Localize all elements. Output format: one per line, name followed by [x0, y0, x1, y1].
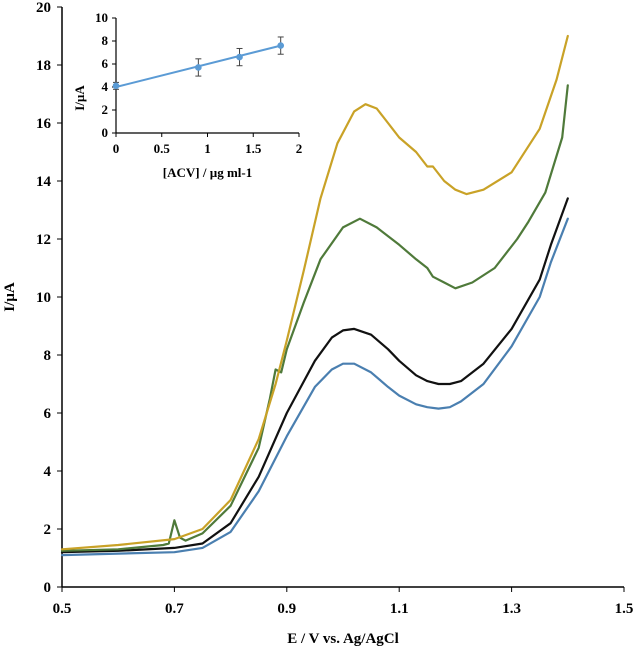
y-tick-label: 18 [36, 58, 51, 74]
inset-data-point [195, 64, 202, 71]
y-tick-label: 2 [44, 522, 52, 538]
y-tick-label: 6 [44, 406, 52, 422]
x-tick-label: 1.5 [615, 601, 634, 617]
series-line-4 [60, 34, 569, 551]
x-tick-label: 0.9 [277, 601, 296, 617]
inset-y-tick-label: 4 [102, 79, 109, 94]
x-tick-label: 1.1 [390, 601, 409, 617]
x-tick-label: 1.3 [502, 601, 521, 617]
x-axis-label: E / V vs. Ag/AgCl [287, 631, 399, 647]
y-tick-label: 8 [44, 348, 52, 364]
y-tick-label: 14 [36, 174, 52, 190]
inset-y-tick-label: 2 [102, 102, 109, 117]
inset-data-point [112, 82, 120, 90]
inset-x-axis-label: [ACV] / µg ml-1 [163, 165, 252, 180]
inset-data-point [236, 53, 243, 61]
inset-x-tick-label: 1.5 [245, 141, 262, 156]
inset-data-point [277, 42, 285, 49]
inset-x-tick-label: 1 [204, 141, 211, 156]
inset-y-tick-label: 6 [102, 56, 109, 71]
series-line-3 [60, 84, 569, 552]
inset-y-tick-label: 8 [102, 33, 109, 48]
y-tick-label: 16 [36, 116, 52, 132]
x-tick-label: 0.5 [53, 601, 72, 617]
inset-x-tick-label: 2 [296, 141, 303, 156]
inset-y-tick-label: 0 [102, 125, 109, 140]
x-tick-label: 0.7 [165, 601, 184, 617]
inset-y-axis-label: I/µA [72, 85, 87, 111]
y-tick-label: 0 [44, 580, 52, 596]
y-tick-label: 4 [44, 464, 52, 480]
y-axis-label: I/µA [2, 282, 18, 312]
inset-plot: 0 2 4 6 8 10 0 0.5 1 1.5 2 [ACV] / µg ml-1 I/µA [72, 2, 312, 197]
inset-x-tick-label: 0 [113, 141, 120, 156]
inset-y-tick-label: 10 [95, 10, 108, 25]
inset-background [72, 2, 312, 197]
y-tick-label: 12 [36, 232, 51, 248]
y-tick-label: 10 [36, 290, 51, 306]
series-line-2 [60, 197, 569, 554]
series-line-1 [60, 217, 569, 557]
inset-x-tick-label: 0.5 [154, 141, 171, 156]
y-tick-label: 20 [36, 0, 51, 16]
